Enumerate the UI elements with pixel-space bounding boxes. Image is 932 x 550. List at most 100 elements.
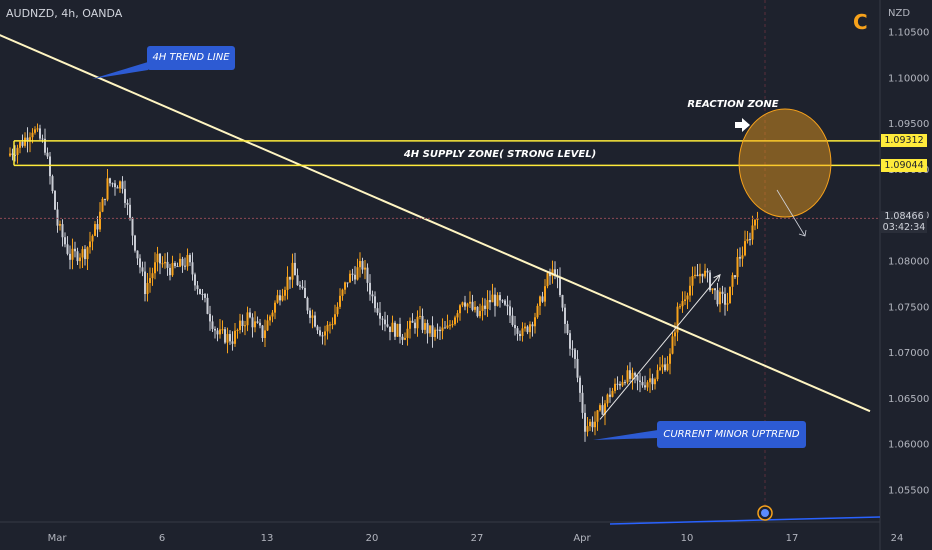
candle-body — [246, 312, 249, 326]
candle-body — [661, 364, 664, 368]
candle-body — [624, 382, 626, 384]
candle-body — [421, 315, 424, 330]
y-tick-label: 1.05500 — [888, 485, 929, 496]
candle-body — [304, 288, 306, 299]
candle-body — [501, 300, 504, 302]
candle-body — [449, 324, 451, 326]
candle-body — [161, 263, 164, 265]
bottom-indicator-line — [609, 516, 881, 525]
candle-body — [614, 383, 616, 391]
candle-body — [76, 251, 79, 262]
candle-body — [354, 274, 356, 280]
y-tick-label: 1.10000 — [888, 73, 929, 84]
candle-body — [446, 325, 449, 328]
time-axis[interactable]: Mar 6 13 20 27 Apr 10 17 24 — [48, 533, 904, 544]
candle-body — [101, 198, 104, 212]
minor-uptrend-arrowhead — [713, 273, 721, 282]
candle-body — [651, 378, 654, 385]
candle-body — [474, 306, 476, 310]
candle-body — [641, 381, 644, 386]
candle-body — [499, 295, 501, 301]
candle-body — [506, 304, 509, 307]
candle-body — [79, 257, 81, 262]
minor-uptrend-label[interactable]: CURRENT MINOR UPTREND — [657, 421, 806, 448]
candle-body — [619, 383, 621, 386]
candle-body — [526, 326, 529, 333]
candle-body — [726, 303, 729, 305]
candle-body — [401, 336, 404, 340]
drawing-overlays: 4H SUPPLY ZONE( STRONG LEVEL) REACTION ZO… — [0, 34, 881, 525]
candle-body — [11, 153, 14, 155]
candle-body — [266, 320, 269, 331]
candle-body — [711, 288, 714, 291]
candle-body — [436, 329, 439, 331]
candle-body — [464, 302, 466, 307]
candle-body — [524, 326, 526, 329]
candle-body — [166, 261, 169, 268]
candle-body — [729, 286, 731, 304]
candle-body — [349, 273, 351, 283]
candle-body — [601, 405, 604, 415]
candle-body — [576, 358, 579, 378]
candle-body — [34, 129, 36, 133]
trend-label-pointer — [92, 62, 148, 79]
y-tick-label: 1.07500 — [888, 302, 929, 313]
candle-body — [519, 333, 521, 337]
candle-body — [214, 328, 216, 331]
x-tick-label: 10 — [681, 533, 694, 544]
candle-body — [181, 258, 184, 266]
candle-body — [321, 335, 324, 337]
candle-body — [56, 209, 59, 226]
candle-body — [224, 329, 226, 343]
trend-line-label[interactable]: 4H TREND LINE — [147, 46, 235, 70]
candle-body — [329, 324, 331, 326]
candle-body — [131, 217, 134, 236]
candle-body — [654, 379, 656, 385]
candle-body — [536, 305, 539, 318]
candle-body — [119, 181, 121, 189]
candle-body — [126, 202, 129, 205]
candle-body — [426, 323, 429, 334]
candle-body — [569, 333, 571, 349]
candle-body — [531, 324, 534, 327]
candles — [9, 123, 759, 442]
candle-body — [574, 349, 576, 359]
candle-body — [689, 285, 691, 296]
candle-body — [254, 321, 256, 328]
reaction-zone-label: REACTION ZONE — [687, 99, 778, 110]
candle-body — [89, 241, 91, 248]
candle-body — [471, 301, 474, 310]
candle-body — [124, 188, 126, 203]
candle-body — [31, 132, 34, 138]
symbol-title: AUDNZD, 4h, OANDA — [6, 7, 123, 20]
candle-body — [299, 285, 301, 287]
candle-body — [116, 187, 119, 189]
candle-body — [629, 370, 631, 379]
candle-body — [316, 326, 319, 331]
y-tick-label: 1.07000 — [888, 348, 929, 359]
candle-body — [741, 255, 744, 259]
candle-body — [189, 255, 191, 263]
x-tick-label: 6 — [159, 533, 165, 544]
candle-body — [666, 363, 669, 371]
candle-body — [451, 324, 454, 326]
candle-body — [439, 329, 441, 332]
candle-body — [36, 128, 39, 130]
candle-body — [64, 237, 66, 245]
candle-body — [626, 370, 629, 383]
y-tick-label: 1.09500 — [888, 119, 929, 130]
candle-body — [561, 295, 564, 308]
candle-body — [541, 296, 544, 302]
candle-body — [51, 176, 54, 191]
candle-body — [551, 269, 554, 277]
candle-body — [591, 421, 594, 428]
candle-body — [344, 282, 346, 290]
candle-body — [251, 317, 254, 328]
y-tick-label: 1.06500 — [888, 394, 929, 405]
candle-body — [169, 267, 171, 276]
candle-body — [399, 323, 401, 337]
candle-body — [684, 299, 686, 302]
candle-body — [29, 137, 31, 142]
candle-body — [26, 137, 29, 142]
